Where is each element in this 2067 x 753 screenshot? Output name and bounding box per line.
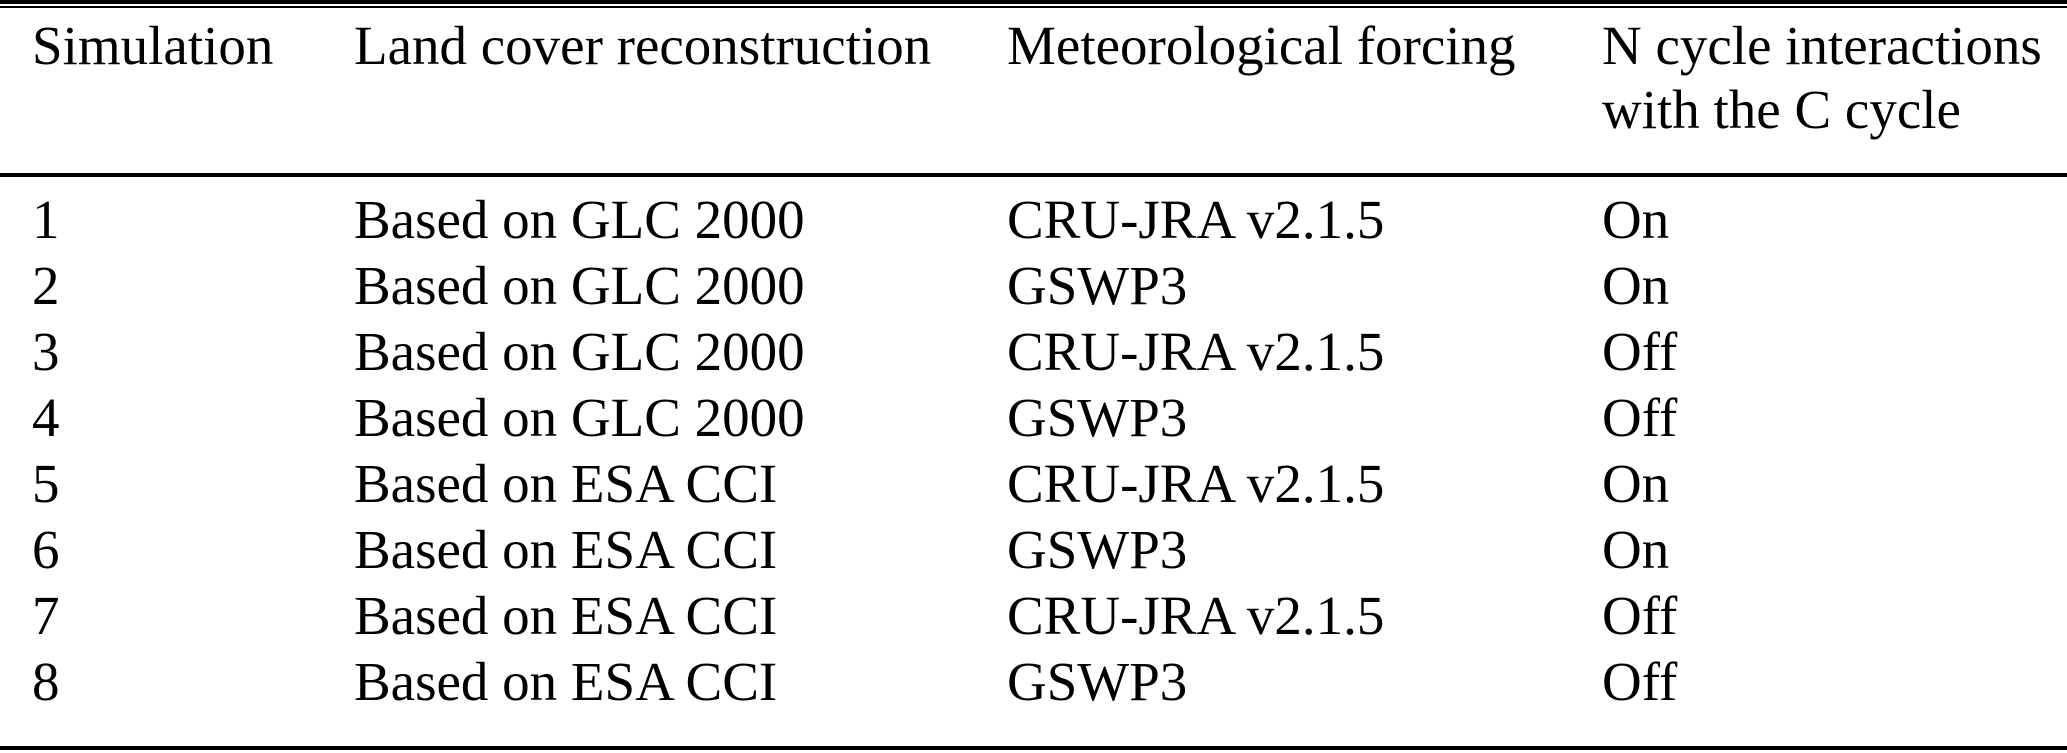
cell-met-forcing: GSWP3 <box>1007 255 1188 316</box>
cell-simulation: 4 <box>32 387 60 448</box>
cell-land-cover: Based on ESA CCI <box>354 651 778 712</box>
cell-land-cover: Based on ESA CCI <box>354 585 778 646</box>
cell-n-cycle: Off <box>1602 585 1678 646</box>
table-row: 7 Based on ESA CCI CRU-JRA v2.1.5 Off <box>0 583 2067 649</box>
column-header-meteorological-forcing: Meteorological forcing <box>1007 8 1602 177</box>
table-row: 1 Based on GLC 2000 CRU-JRA v2.1.5 On <box>0 175 2067 253</box>
cell-met-forcing: GSWP3 <box>1007 651 1188 712</box>
cell-met-forcing: CRU-JRA v2.1.5 <box>1007 453 1385 514</box>
cell-simulation: 5 <box>32 453 60 514</box>
cell-met-forcing: CRU-JRA v2.1.5 <box>1007 321 1385 382</box>
cell-n-cycle: On <box>1602 519 1670 580</box>
cell-land-cover: Based on GLC 2000 <box>354 321 805 382</box>
cell-land-cover: Based on GLC 2000 <box>354 189 805 250</box>
table-row: 4 Based on GLC 2000 GSWP3 Off <box>0 385 2067 451</box>
cell-met-forcing: GSWP3 <box>1007 519 1188 580</box>
table-row: 6 Based on ESA CCI GSWP3 On <box>0 517 2067 583</box>
cell-land-cover: Based on GLC 2000 <box>354 387 805 448</box>
cell-simulation: 7 <box>32 585 60 646</box>
cell-simulation: 6 <box>32 519 60 580</box>
cell-simulation: 8 <box>32 651 60 712</box>
cell-simulation: 2 <box>32 255 60 316</box>
table-row: 3 Based on GLC 2000 CRU-JRA v2.1.5 Off <box>0 319 2067 385</box>
cell-met-forcing: CRU-JRA v2.1.5 <box>1007 585 1385 646</box>
simulations-table: Simulation Land cover reconstruction Met… <box>0 8 2067 746</box>
cell-n-cycle: On <box>1602 189 1670 250</box>
cell-n-cycle: Off <box>1602 387 1678 448</box>
column-header-simulation: Simulation <box>0 8 354 177</box>
cell-n-cycle: Off <box>1602 651 1678 712</box>
table-top-rule-gap <box>0 4 2067 6</box>
table-top-rule-thick <box>0 0 2067 4</box>
cell-n-cycle: On <box>1602 255 1670 316</box>
table-top-rule-thin <box>0 6 2067 8</box>
table-row: 2 Based on GLC 2000 GSWP3 On <box>0 253 2067 319</box>
cell-n-cycle: Off <box>1602 321 1678 382</box>
cell-land-cover: Based on GLC 2000 <box>354 255 805 316</box>
table-bottom-rule <box>0 746 2067 750</box>
cell-met-forcing: CRU-JRA v2.1.5 <box>1007 189 1385 250</box>
column-header-n-cycle-interactions: N cycle interactions with the C cycle <box>1602 8 2067 177</box>
table-row: 8 Based on ESA CCI GSWP3 Off <box>0 649 2067 746</box>
cell-simulation: 3 <box>32 321 60 382</box>
cell-land-cover: Based on ESA CCI <box>354 519 778 580</box>
table-row: 5 Based on ESA CCI CRU-JRA v2.1.5 On <box>0 451 2067 517</box>
cell-simulation: 1 <box>32 189 60 250</box>
cell-land-cover: Based on ESA CCI <box>354 453 778 514</box>
cell-n-cycle: On <box>1602 453 1670 514</box>
column-header-land-cover-reconstruction: Land cover reconstruction <box>354 8 1007 177</box>
cell-met-forcing: GSWP3 <box>1007 387 1188 448</box>
table-header-row: Simulation Land cover reconstruction Met… <box>0 8 2067 177</box>
